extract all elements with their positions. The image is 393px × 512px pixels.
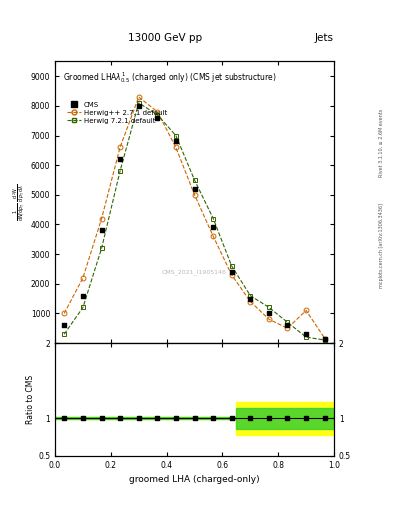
Y-axis label: Ratio to CMS: Ratio to CMS bbox=[26, 375, 35, 424]
Point bbox=[228, 268, 235, 276]
Point bbox=[266, 309, 272, 317]
Point bbox=[154, 114, 161, 122]
Point bbox=[99, 226, 105, 234]
Point bbox=[210, 223, 217, 231]
Point bbox=[117, 414, 123, 422]
Point bbox=[80, 291, 86, 300]
Bar bbox=[237, 401, 334, 435]
Y-axis label: $\frac{1}{\mathrm{d}N/\mathrm{d}p_{\mathrm{T}}}$ $\frac{\mathrm{d}^2 N}{\mathrm{: $\frac{1}{\mathrm{d}N/\mathrm{d}p_{\math… bbox=[11, 184, 28, 221]
Bar bbox=[237, 408, 334, 429]
Point bbox=[284, 321, 290, 329]
Point bbox=[266, 414, 272, 422]
Point bbox=[136, 414, 142, 422]
Point bbox=[173, 414, 179, 422]
Point bbox=[173, 137, 179, 145]
Point bbox=[80, 414, 86, 422]
Point bbox=[99, 414, 105, 422]
Point bbox=[61, 321, 67, 329]
Point bbox=[136, 102, 142, 110]
Point bbox=[61, 414, 67, 422]
Text: Jets: Jets bbox=[315, 33, 334, 44]
Point bbox=[247, 294, 253, 303]
Point bbox=[191, 414, 198, 422]
Point bbox=[322, 414, 328, 422]
Text: Groomed LHA$\lambda^1_{0.5}$ (charged only) (CMS jet substructure): Groomed LHA$\lambda^1_{0.5}$ (charged on… bbox=[63, 70, 277, 85]
Point bbox=[210, 414, 217, 422]
Point bbox=[322, 335, 328, 344]
Point bbox=[247, 414, 253, 422]
Point bbox=[303, 330, 309, 338]
Text: Rivet 3.1.10, ≥ 2.6M events: Rivet 3.1.10, ≥ 2.6M events bbox=[379, 109, 384, 178]
Bar bbox=[55, 417, 237, 419]
Point bbox=[228, 414, 235, 422]
Legend: CMS, Herwig++ 2.7.1 default, Herwig 7.2.1 default: CMS, Herwig++ 2.7.1 default, Herwig 7.2.… bbox=[67, 101, 167, 124]
Point bbox=[303, 414, 309, 422]
Text: mcplots.cern.ch [arXiv:1306.3436]: mcplots.cern.ch [arXiv:1306.3436] bbox=[379, 203, 384, 288]
Bar bbox=[55, 417, 237, 419]
Point bbox=[117, 155, 123, 163]
Point bbox=[154, 414, 161, 422]
Point bbox=[284, 414, 290, 422]
Text: 13000 GeV pp: 13000 GeV pp bbox=[128, 33, 202, 44]
X-axis label: groomed LHA (charged-only): groomed LHA (charged-only) bbox=[129, 475, 260, 484]
Text: CMS_2021_I1905146: CMS_2021_I1905146 bbox=[162, 270, 227, 275]
Point bbox=[191, 185, 198, 193]
